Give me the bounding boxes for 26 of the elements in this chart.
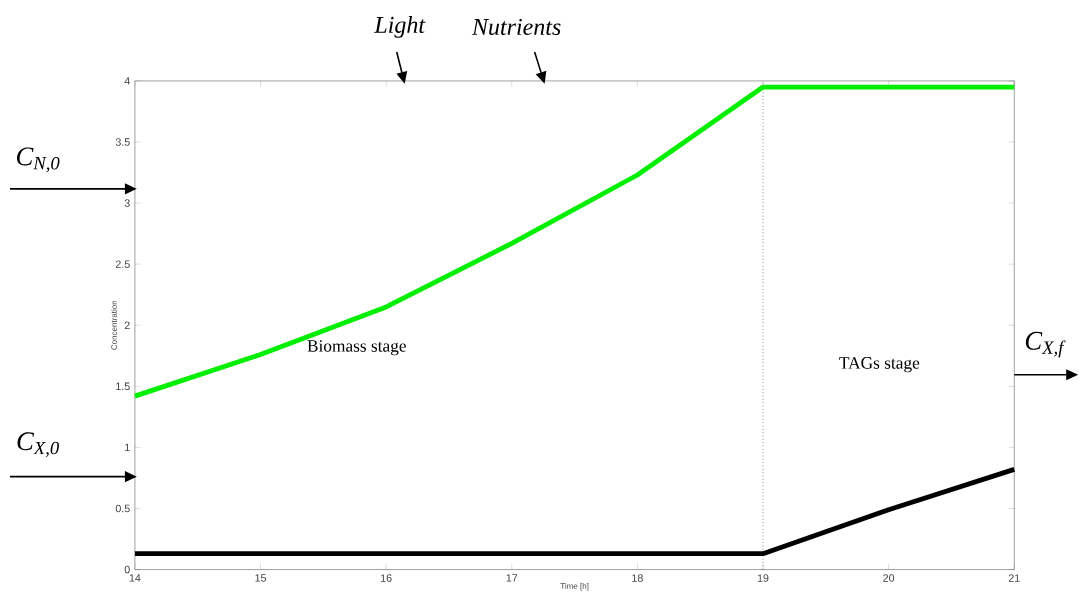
annotation: Biomass stage — [307, 340, 406, 356]
x-tick-label: 16 — [381, 574, 392, 583]
x-tick-label: 14 — [129, 574, 141, 582]
y-tick-label: 3 — [124, 199, 130, 208]
text: C$_{N,0}$ — [17, 147, 60, 173]
x-axis-title: Time [h] — [560, 583, 589, 591]
x-tick-label: 15 — [255, 574, 266, 582]
y-tick-label: 4 — [124, 77, 130, 85]
y-tick-label: 1.5 — [116, 382, 130, 391]
x-tick-label: 17 — [506, 574, 518, 582]
text: C$_{X,f}$ — [1025, 332, 1066, 358]
text: Light — [374, 16, 426, 39]
text: C$_{X,0}$ — [17, 432, 59, 458]
y-tick-label: 0.5 — [115, 504, 130, 513]
y-axis-title: Concentration — [111, 301, 117, 350]
x-tick-label: 20 — [883, 574, 895, 583]
y-tick-label: 1 — [125, 443, 130, 452]
text: Nutrients — [471, 19, 561, 36]
annotation: TAGs stage — [839, 357, 920, 373]
y-tick-label: 2 — [124, 321, 130, 330]
y-tick-label: 2.5 — [115, 260, 130, 269]
y-tick-label: 3.5 — [115, 138, 130, 146]
y-tick-label: 0 — [124, 566, 130, 574]
x-tick-label: 18 — [632, 574, 643, 583]
x-tick-label: 21 — [1008, 574, 1020, 582]
x-tick-label: 19 — [757, 574, 769, 583]
